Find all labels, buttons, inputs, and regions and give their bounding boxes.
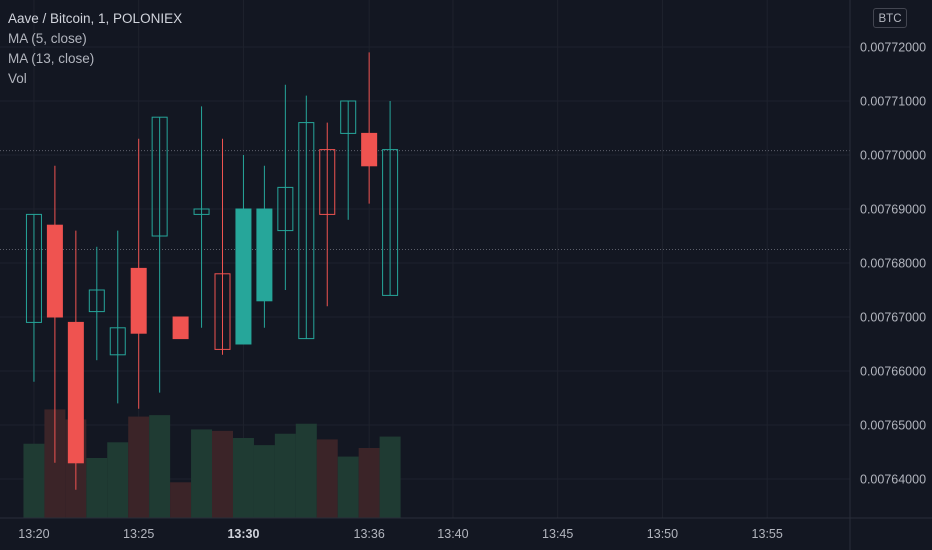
time-tick-label: 13:20 [18, 527, 49, 541]
candle-body [214, 273, 231, 350]
price-tick-label: 0.00769000 [860, 203, 926, 217]
volume-bar [379, 436, 401, 518]
volume-bar [107, 442, 129, 518]
volume-bar [253, 445, 275, 518]
indicator-ma5[interactable]: MA (5, close) [8, 31, 87, 46]
candle-body [88, 289, 105, 313]
candle-body [277, 186, 294, 232]
price-tick-label: 0.00772000 [860, 41, 926, 55]
price-axis-labels[interactable]: 0.00772000 0.00771000 0.00770000 0.00769000… [860, 41, 926, 487]
volume-bars [23, 409, 401, 518]
time-tick-label: 13:36 [354, 527, 385, 541]
candle-body [319, 149, 336, 215]
price-tick-label: 0.00766000 [860, 365, 926, 379]
candle-body [130, 267, 147, 334]
indicator-ma13[interactable]: MA (13, close) [8, 51, 95, 66]
candle-body [256, 208, 273, 302]
candle-body [172, 316, 189, 340]
time-tick-label: 13:50 [647, 527, 678, 541]
price-tick-label: 0.00770000 [860, 149, 926, 163]
candle-body [298, 122, 315, 340]
price-tick-label: 0.00765000 [860, 419, 926, 433]
price-tick-label: 0.00767000 [860, 311, 926, 325]
volume-bar [212, 430, 233, 518]
candle-body [25, 213, 42, 323]
currency-button[interactable]: BTC [873, 8, 907, 28]
volume-bar [170, 482, 192, 518]
volume-bar [274, 433, 296, 518]
candle-body [46, 224, 63, 318]
candle-body [109, 327, 126, 356]
candle-body [340, 100, 357, 134]
volume-bar [295, 423, 317, 518]
time-axis-labels[interactable]: 13:20 13:25 13:30 13:36 13:40 13:45 13:50 13:55 [18, 527, 783, 541]
volume-bar [86, 458, 108, 518]
price-tick-label: 0.00771000 [860, 95, 926, 109]
candle-body [382, 149, 399, 296]
time-tick-label: 13:30 [227, 527, 259, 541]
price-tick-label: 0.00764000 [860, 473, 926, 487]
time-tick-label: 13:40 [437, 527, 468, 541]
chart-legend: Aave / Bitcoin, 1, POLONIEX MA (5, close… [8, 9, 182, 89]
volume-bar [358, 448, 380, 518]
time-tick-label: 13:45 [542, 527, 573, 541]
volume-bar [149, 415, 171, 518]
price-lines [0, 150, 850, 250]
candle-body [193, 208, 210, 215]
volume-bar [44, 409, 66, 518]
volume-bar [337, 456, 359, 518]
candle-body [235, 208, 252, 345]
symbol-title[interactable]: Aave / Bitcoin, 1, POLONIEX [8, 11, 183, 26]
candle-body [151, 116, 168, 237]
volume-bar [23, 443, 45, 518]
volume-bar [128, 416, 150, 518]
time-tick-label: 13:25 [123, 527, 154, 541]
time-tick-label: 13:55 [752, 527, 783, 541]
candle-body [67, 321, 84, 464]
volume-bar [232, 438, 254, 518]
candles [25, 52, 399, 490]
indicator-volume[interactable]: Vol [8, 71, 27, 86]
volume-bar [191, 429, 213, 518]
volume-bar [316, 439, 338, 518]
candle-body [361, 132, 378, 167]
price-tick-label: 0.00768000 [860, 257, 926, 271]
